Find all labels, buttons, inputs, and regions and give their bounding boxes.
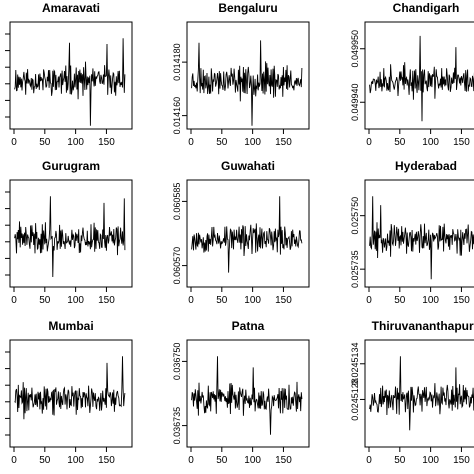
x-tick-label: 0: [366, 137, 372, 148]
series-line: [191, 40, 303, 126]
x-tick-label: 0: [11, 137, 17, 148]
plot-frame: [9, 21, 133, 130]
plot-frame: [186, 21, 310, 130]
plot-frame: [186, 339, 310, 448]
x-tick-label: 150: [98, 137, 115, 148]
x-tick-label: 100: [422, 295, 439, 306]
x-tick-label: 150: [453, 295, 470, 306]
chart-panel: Amaravati 0 50 100 150: [5, 1, 133, 148]
plot-frame: [9, 179, 133, 288]
x-tick-label: 100: [244, 295, 261, 306]
x-tick-label: 100: [67, 137, 84, 148]
x-tick-label: 50: [394, 455, 406, 466]
x-tick-label: 150: [453, 137, 470, 148]
plot-frame: [186, 179, 310, 288]
y-tick-label: 0.025735: [350, 250, 360, 288]
x-tick-label: 150: [275, 455, 292, 466]
y-tick-label: 0.0245128: [350, 378, 360, 421]
x-tick-label: 0: [366, 455, 372, 466]
plot-frame: [364, 179, 474, 288]
y-tick-label: 0.025750: [350, 197, 360, 235]
plot-frame: [9, 339, 133, 448]
chart-title: Mumbai: [48, 319, 93, 333]
chart-panel: Chandigarh 0 50 100 150 0.049940 0.049950: [350, 1, 474, 148]
x-tick-label: 50: [39, 137, 51, 148]
x-tick-label: 0: [366, 295, 372, 306]
x-tick-label: 50: [394, 295, 406, 306]
y-tick-label: 0.0245134: [350, 343, 360, 386]
y-tick-label: 0.049950: [350, 30, 360, 68]
x-tick-label: 100: [422, 455, 439, 466]
series-line: [14, 356, 126, 420]
x-tick-label: 150: [98, 295, 115, 306]
x-tick-label: 50: [216, 137, 228, 148]
series-line: [369, 196, 474, 280]
x-tick-label: 150: [275, 295, 292, 306]
chart-title: Chandigarh: [393, 1, 460, 15]
series-line: [369, 356, 474, 431]
x-tick-label: 150: [275, 137, 292, 148]
x-tick-label: 50: [39, 455, 51, 466]
chart-panel: Hyderabad 0 50 100 150 0.025735 0.025750: [350, 159, 474, 306]
y-tick-label: 0.014180: [172, 43, 182, 81]
x-tick-label: 0: [188, 137, 194, 148]
plot-frame: [364, 339, 474, 448]
x-tick-label: 0: [188, 455, 194, 466]
chart-title: Amaravati: [42, 1, 100, 15]
chart-title: Patna: [232, 319, 265, 333]
chart-panel: Gurugram 0 50 100 150: [5, 159, 133, 306]
x-tick-label: 100: [244, 137, 261, 148]
x-tick-label: 0: [188, 295, 194, 306]
plot-frame: [364, 21, 474, 130]
chart-panel: Guwahati 0 50 100 150 0.060570 0.060585: [172, 159, 310, 306]
x-tick-label: 50: [394, 137, 406, 148]
chart-panel: Mumbai 0 50 100 150: [5, 319, 133, 466]
series-line: [191, 356, 303, 435]
x-tick-label: 50: [216, 295, 228, 306]
x-tick-label: 100: [67, 455, 84, 466]
x-tick-label: 150: [453, 455, 470, 466]
chart-panel: Bengaluru 0 50 100 150 0.014160 0.014180: [172, 1, 310, 148]
y-tick-label: 0.014160: [172, 97, 182, 135]
chart-title: Thiruvananthapura: [372, 319, 474, 333]
y-tick-label: 0.036735: [172, 407, 182, 445]
chart-title: Bengaluru: [218, 1, 277, 15]
series-line: [191, 196, 303, 273]
series-line: [14, 196, 126, 278]
chart-title: Guwahati: [221, 159, 275, 173]
chart-panel: Thiruvananthapura 0 50 100 150 0.02451280.024…: [350, 319, 474, 466]
series-line: [369, 35, 474, 122]
chart-title: Hyderabad: [395, 159, 457, 173]
y-tick-label: 0.060585: [172, 183, 182, 221]
x-tick-label: 100: [244, 455, 261, 466]
y-tick-label: 0.036750: [172, 343, 182, 381]
x-tick-label: 100: [67, 295, 84, 306]
chart-title: Gurugram: [42, 159, 100, 173]
y-tick-label: 0.060570: [172, 247, 182, 285]
y-tick-label: 0.049940: [350, 83, 360, 121]
x-tick-label: 0: [11, 295, 17, 306]
series-line: [14, 38, 126, 126]
x-tick-label: 0: [11, 455, 17, 466]
x-tick-label: 100: [422, 137, 439, 148]
x-tick-label: 50: [216, 455, 228, 466]
chart-panel: Patna 0 50 100 150 0.036735 0.036750: [172, 319, 310, 466]
x-tick-label: 50: [39, 295, 51, 306]
x-tick-label: 150: [98, 455, 115, 466]
